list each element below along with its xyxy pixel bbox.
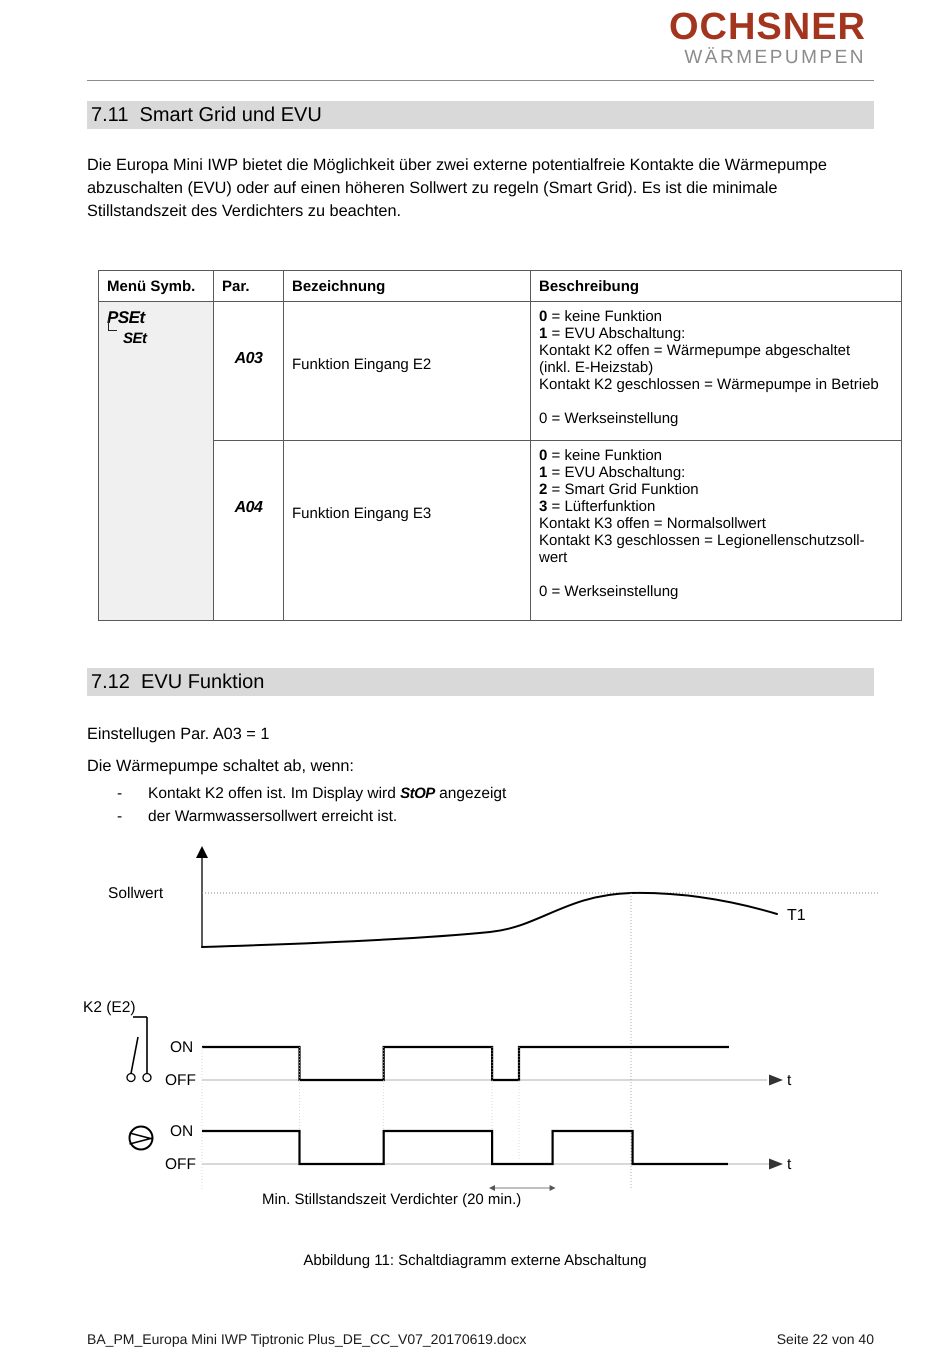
svg-text:ON: ON	[170, 1039, 193, 1056]
svg-text:Min. Stillstandszeit Verdichte: Min. Stillstandszeit Verdichter (20 min.…	[262, 1191, 521, 1208]
svg-text:K2 (E2): K2 (E2)	[83, 999, 136, 1016]
svg-text:OFF: OFF	[165, 1156, 196, 1173]
svg-text:t: t	[787, 1072, 792, 1089]
svg-text:Sollwert: Sollwert	[108, 885, 164, 902]
svg-text:ON: ON	[170, 1123, 193, 1140]
svg-text:T1: T1	[787, 907, 806, 924]
svg-text:t: t	[787, 1156, 792, 1173]
svg-text:OFF: OFF	[165, 1072, 196, 1089]
